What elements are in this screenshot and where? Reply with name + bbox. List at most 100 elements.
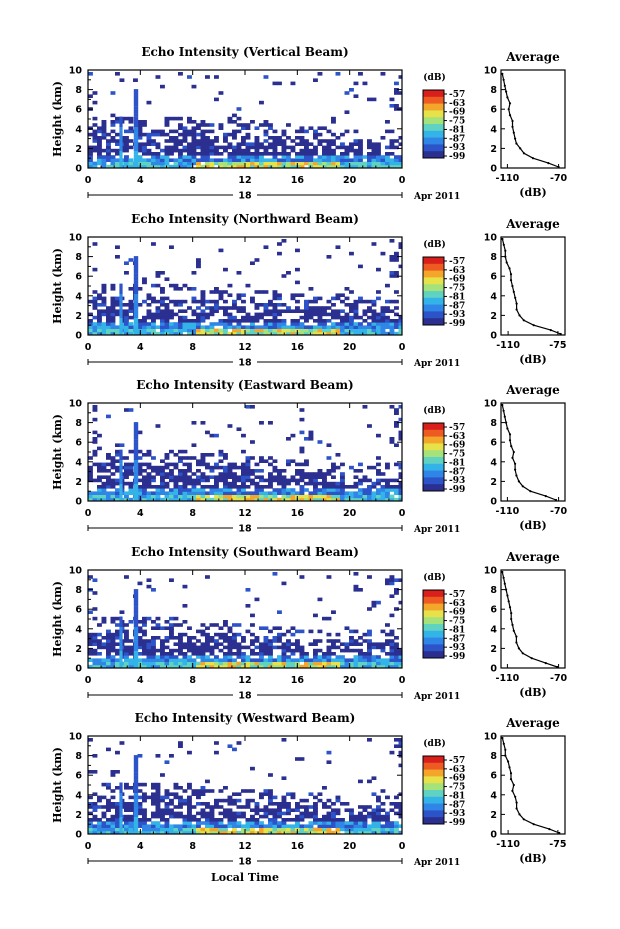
echo-cell	[115, 449, 120, 454]
echo-cell	[101, 290, 107, 294]
echo-cell	[367, 158, 372, 162]
echo-cell	[331, 642, 336, 646]
colorbar-swatch	[423, 783, 444, 791]
echo-cell	[187, 491, 192, 495]
echo-cell	[259, 827, 264, 832]
echo-cell	[313, 481, 318, 486]
colorbar-swatch	[423, 617, 444, 625]
echo-cell	[308, 315, 314, 320]
echo-column-cell	[133, 290, 139, 294]
date-month-label: Apr 2011	[413, 858, 460, 868]
echo-cell	[160, 658, 165, 662]
echo-cell	[92, 325, 98, 329]
profile-point	[504, 255, 507, 258]
colorbar-tick-label: -99	[449, 152, 465, 162]
echo-cell	[245, 456, 251, 460]
echo-cell	[142, 481, 147, 486]
echo-cell	[137, 430, 143, 435]
echo-cell	[160, 798, 165, 803]
echo-cell	[385, 827, 390, 832]
echo-cell	[146, 315, 152, 320]
echo-cell	[389, 437, 395, 441]
echo-column-cell	[133, 164, 139, 168]
echo-cell	[299, 158, 305, 162]
echo-cell	[353, 81, 359, 86]
echo-cell	[349, 322, 354, 326]
echo-cell	[245, 132, 251, 137]
echo-cell	[110, 642, 116, 646]
echo-cell	[173, 786, 179, 790]
echo-cell	[151, 655, 156, 659]
echo-cell	[353, 588, 359, 592]
echo-cell	[106, 132, 111, 137]
echo-cell	[101, 805, 107, 809]
echo-cell	[371, 303, 377, 307]
echo-cell	[110, 824, 116, 828]
colorbar-swatch	[423, 796, 444, 805]
echo-cell	[263, 306, 269, 310]
x-tick-label: 16	[291, 675, 305, 686]
profile-y-tick-label: 8	[490, 252, 497, 263]
echo-cell	[187, 116, 192, 121]
echo-cell	[115, 481, 120, 486]
echo-column-cell	[119, 816, 123, 821]
echo-cell	[394, 636, 399, 640]
echo-cell	[205, 312, 210, 317]
echo-cell	[101, 161, 107, 166]
echo-cell	[358, 315, 363, 320]
echo-cell	[241, 636, 246, 640]
y-tick-label: 10	[69, 233, 83, 244]
echo-cell	[272, 830, 278, 834]
echo-cell	[331, 155, 336, 159]
echo-cell	[142, 808, 147, 812]
echo-cell	[101, 158, 107, 162]
echo-cell	[236, 306, 242, 310]
echo-cell	[236, 427, 242, 431]
echo-cell	[308, 331, 314, 335]
y-tick-label: 0	[75, 664, 82, 675]
echo-cell	[146, 100, 152, 105]
echo-cell	[178, 636, 183, 640]
echo-cell	[151, 792, 156, 796]
echo-cell	[281, 824, 287, 828]
y-tick-label: 0	[75, 497, 82, 508]
echo-cell	[308, 306, 314, 310]
echo-cell	[97, 488, 102, 492]
echo-cell	[196, 792, 201, 796]
echo-cell	[236, 661, 242, 666]
echo-cell	[232, 658, 237, 662]
x-tick-label: 0	[399, 508, 406, 519]
echo-cell	[398, 475, 402, 479]
colorbar-frame	[422, 422, 445, 492]
echo-cell	[151, 639, 156, 643]
echo-cell	[290, 626, 296, 630]
echo-cell	[232, 821, 237, 825]
echo-cell	[88, 652, 93, 656]
echo-cell	[223, 161, 228, 166]
echo-cell	[371, 830, 377, 834]
echo-cell	[151, 299, 156, 304]
echo-cell	[151, 469, 156, 473]
echo-cell	[371, 642, 377, 646]
echo-cell	[385, 497, 390, 501]
echo-cell	[232, 465, 237, 470]
echo-cell	[353, 469, 359, 473]
echo-cell	[340, 293, 345, 297]
profile-frame	[500, 735, 566, 835]
echo-cell	[263, 319, 269, 323]
echo-cell	[335, 325, 341, 329]
echo-cell	[358, 824, 363, 828]
echo-cell	[286, 658, 291, 662]
echo-cell	[137, 805, 143, 809]
echo-cell	[151, 328, 156, 333]
echo-cell	[326, 821, 332, 825]
echo-cell	[92, 818, 98, 822]
heatmap-field	[88, 72, 402, 168]
echo-cell	[272, 322, 278, 326]
echo-cell	[115, 636, 120, 640]
echo-cell	[371, 152, 377, 156]
echo-column-cell	[133, 657, 139, 662]
echo-cell	[335, 664, 341, 668]
echo-cell	[286, 802, 291, 806]
echo-cell	[214, 802, 219, 806]
